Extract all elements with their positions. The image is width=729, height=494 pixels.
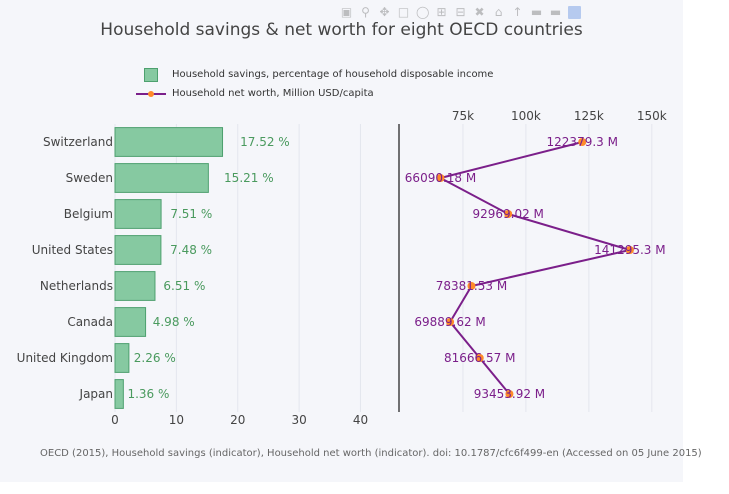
net-worth-marker[interactable] [625, 246, 634, 254]
net-worth-marker[interactable] [578, 138, 587, 146]
y-category-label: Canada [67, 315, 113, 329]
bar-united-states[interactable] [114, 235, 162, 265]
legend-item-savings[interactable]: Household savings, percentage of househo… [136, 65, 493, 84]
select-box-icon[interactable]: □ [397, 5, 410, 19]
bar-value-label: 7.48 % [170, 243, 212, 257]
zoom-in-icon[interactable]: ⊞ [436, 5, 447, 19]
bar-japan[interactable] [114, 379, 124, 409]
bar-x-tick-label: 10 [169, 413, 184, 427]
legend-label-savings: Household savings, percentage of househo… [172, 69, 494, 80]
legend-item-net-worth[interactable]: Household net worth, Million USD/capita [136, 84, 493, 103]
hover-closest-icon[interactable]: ▬ [530, 5, 543, 19]
bar-canada[interactable] [114, 307, 147, 337]
bar-switzerland[interactable] [114, 127, 224, 157]
line-x-tick-label: 125k [574, 109, 604, 123]
net-worth-value-label: 66090.18 M [405, 171, 476, 185]
net-worth-value-label: 69889.62 M [414, 315, 485, 329]
net-worth-value-label: 122379.3 M [547, 135, 618, 149]
pan-icon[interactable]: ✥ [379, 5, 390, 19]
legend-line-swatch [136, 88, 166, 100]
y-category-label: Sweden [66, 171, 113, 185]
hover-compare-icon[interactable]: ▬ [549, 5, 562, 19]
bar-belgium[interactable] [114, 199, 162, 229]
line-x-tick-label: 150k [637, 109, 667, 123]
legend: Household savings, percentage of househo… [136, 65, 493, 103]
bar-x-tick-label: 30 [291, 413, 306, 427]
y-category-label: Japan [79, 387, 113, 401]
bar-value-label: 15.21 % [224, 171, 274, 185]
line-x-tick-label: 75k [452, 109, 474, 123]
autoscale-icon[interactable]: ✖ [474, 5, 485, 19]
legend-label-net-worth: Household net worth, Million USD/capita [172, 88, 374, 99]
spike-lines-icon[interactable]: ↑ [512, 5, 523, 19]
y-category-label: Netherlands [40, 279, 113, 293]
y-category-label: Belgium [64, 207, 113, 221]
lasso-icon[interactable]: ◯ [416, 5, 430, 19]
zoom-icon[interactable]: ⚲ [361, 5, 370, 19]
bar-united-kingdom[interactable] [114, 343, 130, 373]
net-worth-value-label: 93453.92 M [474, 387, 545, 401]
reset-axes-icon[interactable]: ⌂ [494, 5, 503, 19]
bar-value-label: 2.26 % [134, 351, 176, 365]
source-note: OECD (2015), Household savings (indicato… [40, 448, 702, 459]
net-worth-value-label: 81666.57 M [444, 351, 515, 365]
y-category-label: United States [32, 243, 113, 257]
net-worth-marker[interactable] [436, 174, 445, 182]
bar-x-tick-label: 40 [353, 413, 368, 427]
bar-value-label: 17.52 % [240, 135, 290, 149]
zoom-out-icon[interactable]: ⊟ [455, 5, 466, 19]
bar-value-label: 1.36 % [127, 387, 169, 401]
plotly-logo-icon[interactable] [568, 6, 581, 19]
modebar: ▣ ⚲ ✥ □ ◯ ⊞ ⊟ ✖ ⌂ ↑ ▬ ▬ [340, 6, 581, 19]
chart-canvas: 0 10 20 30 40 75k 100k 125k 150k Japan 1.36 % Unite… [17, 109, 667, 427]
net-worth-marker[interactable] [505, 390, 514, 398]
net-worth-marker[interactable] [475, 354, 484, 362]
y-category-label: United Kingdom [17, 351, 113, 365]
net-worth-value-label: 92969.02 M [472, 207, 543, 221]
bar-x-tick-label: 20 [230, 413, 245, 427]
legend-bar-swatch [144, 67, 158, 82]
bar-value-label: 4.98 % [153, 315, 195, 329]
net-worth-marker[interactable] [504, 210, 513, 218]
camera-icon[interactable]: ▣ [340, 5, 353, 19]
bar-netherlands[interactable] [114, 271, 156, 301]
net-worth-value-label: 141295.3 M [594, 243, 665, 257]
bar-x-tick-label: 0 [111, 413, 119, 427]
line-x-tick-label: 100k [511, 109, 541, 123]
net-worth-marker[interactable] [467, 282, 476, 290]
plot-area [0, 0, 683, 482]
y-category-label: Switzerland [43, 135, 113, 149]
net-worth-value-label: 78381.53 M [436, 279, 507, 293]
bar-sweden[interactable] [114, 163, 209, 193]
bar-value-label: 6.51 % [163, 279, 205, 293]
bar-value-label: 7.51 % [170, 207, 212, 221]
chart-title: Household savings & net worth for eight … [100, 20, 583, 40]
net-worth-marker[interactable] [446, 318, 455, 326]
net-worth-line [437, 141, 634, 395]
